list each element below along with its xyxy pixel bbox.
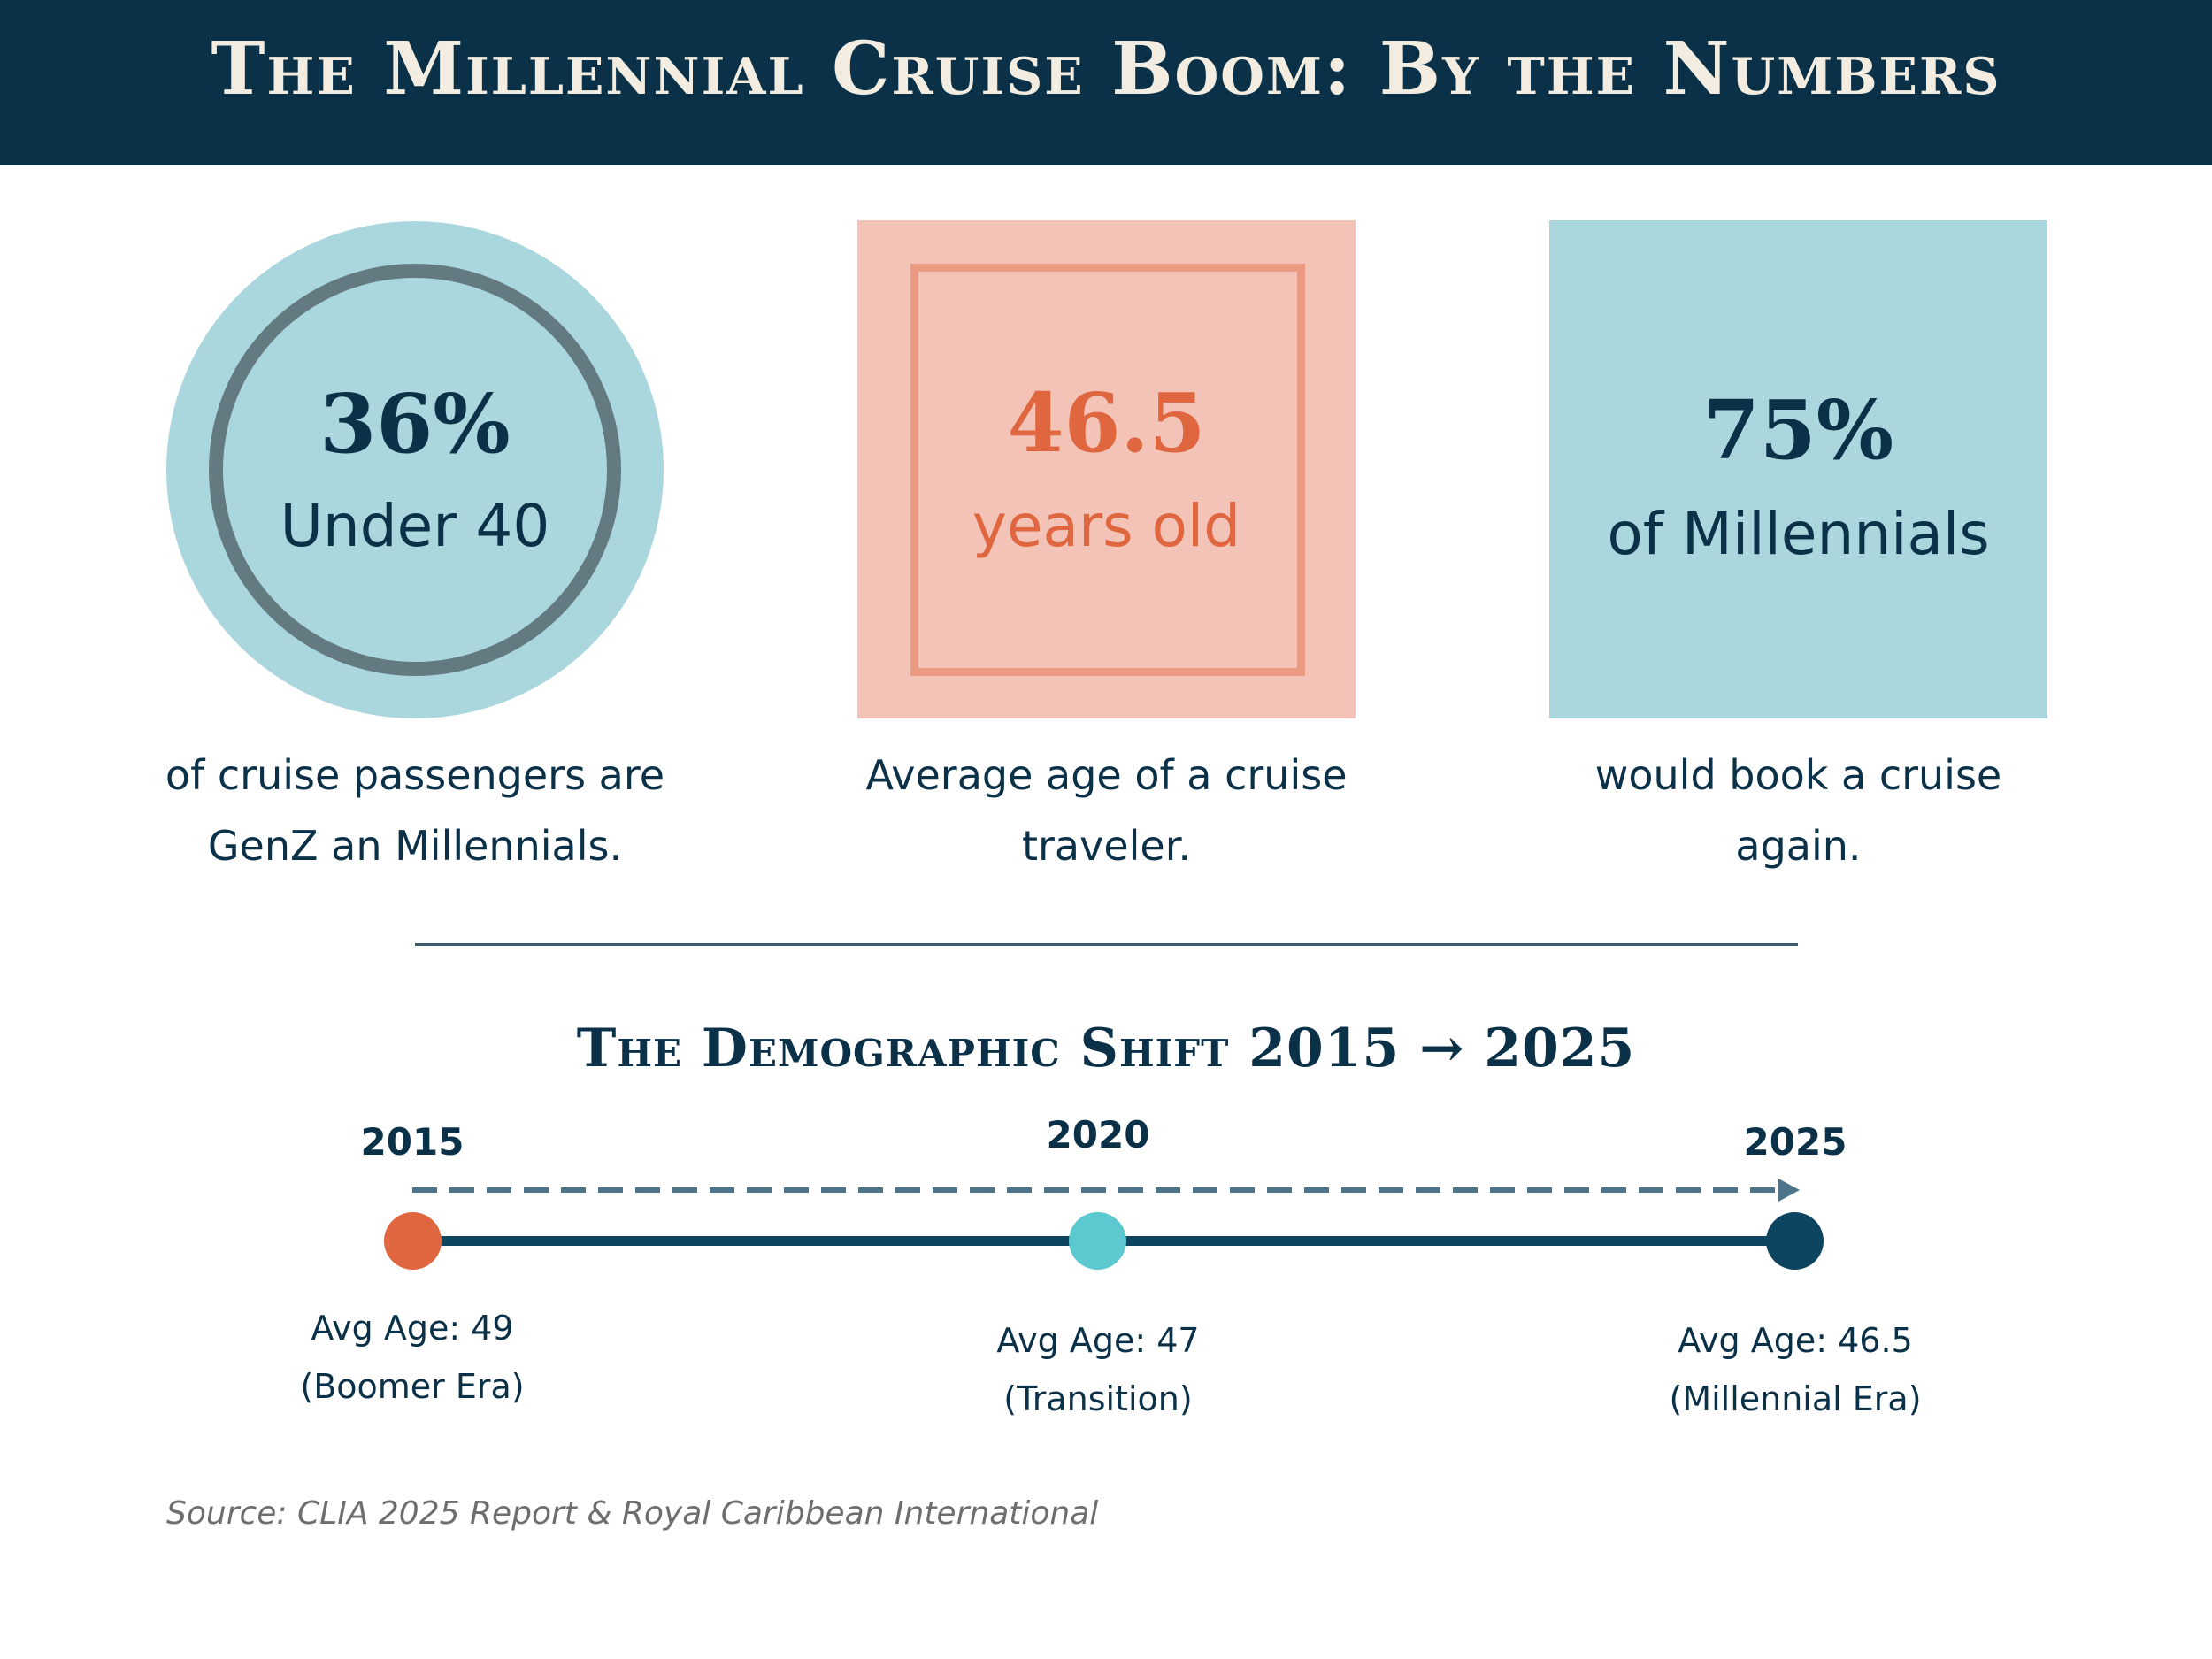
timeline-marker-2015 xyxy=(384,1212,442,1270)
stat-square-background xyxy=(857,220,1356,718)
stat-value-average-age: 46.5 xyxy=(1007,375,1206,471)
timeline-year-2020: 2020 xyxy=(1046,1113,1150,1156)
timeline-era-2020: (Transition) xyxy=(1003,1379,1193,1418)
timeline-avg-age-2020: Avg Age: 47 xyxy=(996,1321,1200,1360)
timeline-avg-age-2025: Avg Age: 46.5 xyxy=(1678,1321,1913,1360)
timeline-caption-2015: Avg Age: 49 (Boomer Era) xyxy=(227,1299,598,1416)
stat-description-average-age: Average age of a cruise traveler. xyxy=(865,751,1348,870)
source-note: Source: CLIA 2025 Report & Royal Caribbe… xyxy=(166,1495,1099,1532)
timeline-progress-arrow xyxy=(412,1179,1800,1202)
timeline-year-2015: 2015 xyxy=(360,1120,465,1164)
stat-label-under-40: Under 40 xyxy=(280,492,550,560)
timeline-era-2015: (Boomer Era) xyxy=(300,1367,525,1406)
stat-label-average-age: years old xyxy=(972,492,1241,560)
timeline-title: The Demographic Shift 2015 → 2025 xyxy=(576,1018,1636,1079)
page-title: The Millennial Cruise Boom: By the Numbe… xyxy=(211,27,2001,111)
timeline-avg-age-2015: Avg Age: 49 xyxy=(311,1309,514,1348)
timeline-caption-2025: Avg Age: 46.5 (Millennial Era) xyxy=(1609,1311,1981,1428)
timeline-marker-2020 xyxy=(1069,1212,1126,1270)
timeline-marker-2025 xyxy=(1766,1212,1824,1270)
stat-description-book-again: would book a cruise again. xyxy=(1594,751,2002,870)
stat-label-book-again: of Millennials xyxy=(1607,500,1990,568)
timeline-caption-2020: Avg Age: 47 (Transition) xyxy=(912,1311,1284,1428)
stat-square-frame xyxy=(910,264,1305,676)
stat-value-under-40: 36% xyxy=(319,376,511,472)
timeline-year-2025: 2025 xyxy=(1743,1120,1847,1164)
stat-value-book-again: 75% xyxy=(1702,382,1894,478)
section-divider xyxy=(415,943,1798,946)
timeline-era-2025: (Millennial Era) xyxy=(1669,1379,1922,1418)
header-banner: The Millennial Cruise Boom: By the Numbe… xyxy=(0,0,2212,165)
stat-description-under-40: of cruise passengers are GenZ an Millenn… xyxy=(165,751,665,870)
stat-square-teal-background xyxy=(1549,220,2047,718)
